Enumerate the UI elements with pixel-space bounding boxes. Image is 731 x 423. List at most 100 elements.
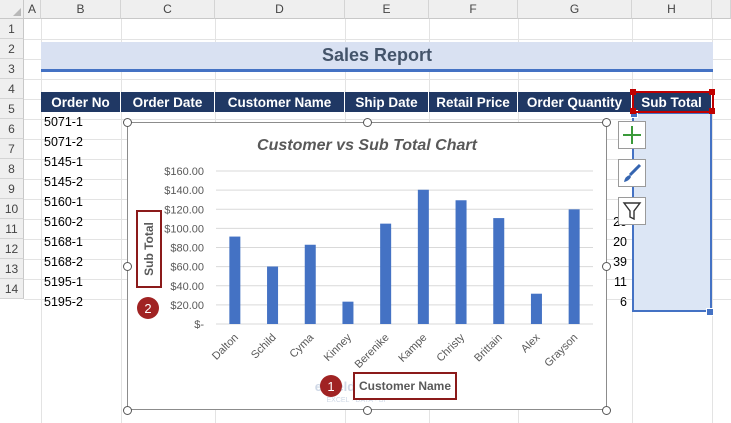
gridline-vertical bbox=[712, 19, 713, 423]
order-quantity-cell[interactable]: 20 bbox=[613, 235, 627, 249]
order-quantity-cell[interactable]: 6 bbox=[620, 295, 627, 309]
column-header-c[interactable]: C bbox=[121, 0, 215, 19]
chart-styles-button[interactable] bbox=[618, 159, 646, 187]
chart-resize-handle[interactable] bbox=[123, 406, 132, 415]
column-header-b[interactable]: B bbox=[41, 0, 121, 19]
highlight-handle bbox=[709, 89, 715, 95]
bar-chart[interactable]: Customer vs Sub Total Chart $- $20.00 $40.0… bbox=[128, 123, 606, 409]
bar-grayson bbox=[568, 209, 580, 324]
y-tick-label: $40.00 bbox=[170, 281, 204, 293]
report-title: Sales Report bbox=[321, 45, 433, 65]
y-tick-label: $80.00 bbox=[170, 243, 204, 255]
chart-resize-handle[interactable] bbox=[363, 118, 372, 127]
table-header-order-quantity[interactable]: Order Quantity bbox=[518, 92, 632, 112]
bar-schild bbox=[267, 266, 279, 324]
x-tick-label: Kampe bbox=[396, 332, 429, 365]
chart-elements-button[interactable] bbox=[618, 121, 646, 149]
row-header-5[interactable]: 5 bbox=[0, 99, 24, 119]
chart-resize-handle[interactable] bbox=[123, 118, 132, 127]
order-no-cell[interactable]: 5071-2 bbox=[44, 135, 83, 149]
table-header-customer-name[interactable]: Customer Name bbox=[215, 92, 345, 112]
bar-berenike bbox=[380, 223, 392, 324]
highlight-handle bbox=[630, 108, 636, 114]
chart-filters-icon bbox=[622, 202, 642, 221]
step-badge-2: 2 bbox=[137, 297, 159, 319]
chart-styles-icon bbox=[624, 163, 642, 182]
column-header-a[interactable]: A bbox=[24, 0, 41, 19]
x-tick-label: Schild bbox=[249, 332, 279, 362]
y-tick-label: $- bbox=[194, 319, 204, 331]
x-tick-label: Kinney bbox=[322, 331, 355, 364]
step-badge-1: 1 bbox=[320, 375, 342, 397]
order-no-cell[interactable]: 5168-1 bbox=[44, 235, 83, 249]
chart-elements-icon bbox=[623, 126, 641, 144]
table-header-ship-date[interactable]: Ship Date bbox=[345, 92, 429, 112]
x-axis-title: Customer Name bbox=[359, 379, 451, 393]
x-tick-label: Alex bbox=[519, 331, 543, 355]
column-header-f[interactable]: F bbox=[429, 0, 518, 19]
chart-resize-handle[interactable] bbox=[602, 406, 611, 415]
table-header-order-no[interactable]: Order No bbox=[41, 92, 121, 112]
row-header-10[interactable]: 10 bbox=[0, 199, 24, 219]
order-no-cell[interactable]: 5145-1 bbox=[44, 155, 83, 169]
x-axis-title-highlight bbox=[353, 372, 457, 400]
x-tick-label: Cyma bbox=[288, 331, 317, 360]
gridline-horizontal bbox=[24, 79, 731, 80]
title-underline bbox=[41, 69, 713, 72]
column-header-h[interactable]: H bbox=[632, 0, 712, 19]
y-axis-title-highlight bbox=[136, 210, 162, 288]
bar-cyma bbox=[304, 244, 316, 324]
column-header-g[interactable]: G bbox=[518, 0, 632, 19]
bar-kinney bbox=[342, 301, 354, 324]
order-no-cell[interactable]: 5145-2 bbox=[44, 175, 83, 189]
chart-title: Customer vs Sub Total Chart bbox=[257, 137, 478, 154]
row-header-8[interactable]: 8 bbox=[0, 159, 24, 179]
y-tick-label: $160.00 bbox=[164, 166, 204, 178]
column-header-d[interactable]: D bbox=[215, 0, 345, 19]
row-header-9[interactable]: 9 bbox=[0, 179, 24, 199]
chart-area[interactable]: Customer vs Sub Total Chart $- $20.00 $40.0… bbox=[123, 118, 611, 415]
order-no-cell[interactable]: 5071-1 bbox=[44, 115, 83, 129]
x-tick-label: Dalton bbox=[210, 332, 241, 363]
highlight-handle bbox=[709, 108, 715, 114]
row-header-11[interactable]: 11 bbox=[0, 219, 24, 239]
order-quantity-cell[interactable]: 39 bbox=[613, 255, 627, 269]
chart-resize-handle[interactable] bbox=[602, 118, 611, 127]
chart-filters-button[interactable] bbox=[618, 197, 646, 225]
x-tick-label: Berenike bbox=[353, 332, 392, 371]
select-all-corner[interactable] bbox=[0, 0, 24, 19]
row-header-13[interactable]: 13 bbox=[0, 259, 24, 279]
highlight-handle bbox=[630, 89, 636, 95]
order-no-cell[interactable]: 5160-2 bbox=[44, 215, 83, 229]
chart-resize-handle[interactable] bbox=[602, 262, 611, 271]
column-header-overflow bbox=[712, 0, 731, 19]
order-no-cell[interactable]: 5195-1 bbox=[44, 275, 83, 289]
row-header-1[interactable]: 1 bbox=[0, 19, 24, 39]
bar-kampe bbox=[417, 189, 429, 324]
chart-resize-handle[interactable] bbox=[363, 406, 372, 415]
table-header-retail-price[interactable]: Retail Price bbox=[429, 92, 518, 112]
y-tick-label: $20.00 bbox=[170, 300, 204, 312]
y-tick-label: $140.00 bbox=[164, 185, 204, 197]
row-header-6[interactable]: 6 bbox=[0, 119, 24, 139]
gridline-vertical bbox=[41, 19, 42, 423]
row-header-3[interactable]: 3 bbox=[0, 59, 24, 79]
row-header-12[interactable]: 12 bbox=[0, 239, 24, 259]
column-header-e[interactable]: E bbox=[345, 0, 429, 19]
row-header-14[interactable]: 14 bbox=[0, 279, 24, 299]
watermark-subtitle: EXCEL · DATA · BI bbox=[327, 397, 386, 404]
order-no-cell[interactable]: 5168-2 bbox=[44, 255, 83, 269]
table-header-sub-total[interactable]: Sub Total bbox=[632, 92, 712, 112]
table-header-order-date[interactable]: Order Date bbox=[121, 92, 215, 112]
gridline-horizontal bbox=[24, 39, 731, 40]
report-title-band[interactable]: Sales Report bbox=[41, 42, 713, 69]
row-header-2[interactable]: 2 bbox=[0, 39, 24, 59]
order-no-cell[interactable]: 5195-2 bbox=[44, 295, 83, 309]
row-header-4[interactable]: 4 bbox=[0, 79, 24, 99]
x-tick-label: Brittain bbox=[472, 332, 505, 365]
selection-handle[interactable] bbox=[706, 308, 714, 316]
chart-resize-handle[interactable] bbox=[123, 262, 132, 271]
order-no-cell[interactable]: 5160-1 bbox=[44, 195, 83, 209]
order-quantity-cell[interactable]: 11 bbox=[614, 275, 627, 289]
row-header-7[interactable]: 7 bbox=[0, 139, 24, 159]
